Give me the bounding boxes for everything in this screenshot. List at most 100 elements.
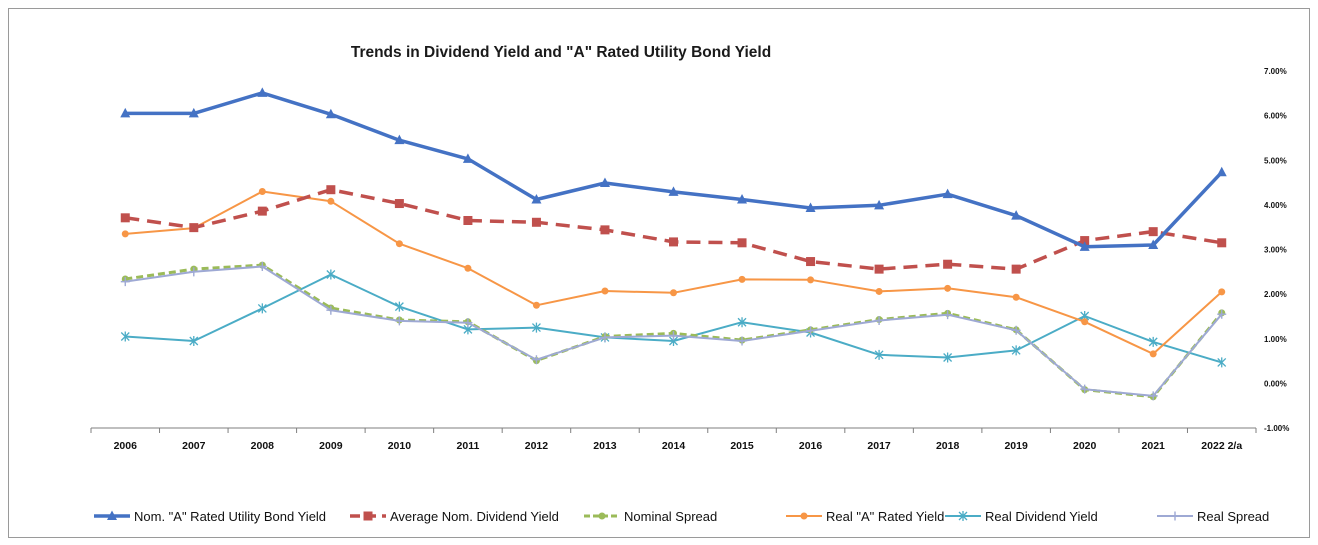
data-point [1148, 391, 1158, 401]
data-point [944, 284, 952, 292]
data-point [943, 310, 953, 320]
legend-swatch-marker [800, 512, 808, 520]
data-point [600, 332, 610, 342]
data-point [875, 287, 883, 295]
data-point [462, 153, 473, 163]
legend-swatch-marker [363, 511, 373, 521]
data-point [531, 322, 541, 333]
x-tick-label: 2022 2/a [1201, 440, 1242, 452]
data-point [874, 264, 884, 274]
series-line [125, 187, 1222, 271]
chart-frame: Trends in Dividend Yield and "A" Rated U… [8, 8, 1310, 538]
x-tick-label: 2021 [1142, 440, 1166, 452]
data-point [1011, 345, 1021, 356]
data-point [121, 230, 129, 238]
legend-label: Average Nom. Dividend Yield [390, 509, 559, 524]
data-point [1080, 384, 1090, 394]
y-tick-label: 3.00% [1264, 246, 1287, 255]
data-point [1081, 318, 1089, 326]
data-point [669, 237, 678, 247]
data-point [326, 269, 336, 280]
data-point [1148, 227, 1158, 237]
data-point [1218, 288, 1226, 296]
legend-swatch-marker [598, 512, 606, 520]
data-point [394, 134, 405, 145]
x-tick-label: 2018 [936, 440, 960, 452]
data-point [874, 199, 885, 210]
y-tick-label: 6.00% [1264, 112, 1287, 121]
data-point [943, 259, 953, 269]
data-point [942, 188, 953, 199]
data-point [599, 177, 610, 188]
data-point [394, 316, 404, 326]
data-point [1217, 357, 1227, 368]
data-point [874, 315, 884, 325]
legend-item: Real Dividend Yield [945, 509, 1098, 524]
data-point [1149, 350, 1157, 358]
data-point [1217, 309, 1227, 319]
data-point [805, 202, 816, 212]
x-axis-labels: 2006 2007 2008 2009 2010 2011 2012 2013 2014 2015… [114, 440, 1243, 452]
data-point [463, 318, 473, 328]
data-point [1079, 241, 1090, 251]
data-point [120, 277, 130, 287]
legend-item: Nominal Spread [584, 509, 717, 524]
data-point [531, 355, 541, 365]
data-point [531, 217, 541, 227]
legend-swatch-marker [958, 511, 968, 521]
data-point [874, 349, 884, 360]
legend-item: Nom. "A" Rated Utility Bond Yield [94, 509, 326, 524]
data-point [326, 185, 336, 195]
x-axis-ticks [90, 428, 1257, 433]
data-point [806, 257, 816, 267]
x-tick-label: 2016 [799, 440, 823, 452]
data-point [1080, 236, 1090, 246]
legend-item: Real Spread [1157, 509, 1269, 524]
data-point [120, 331, 130, 342]
x-tick-label: 2019 [1004, 440, 1028, 452]
data-point [668, 186, 679, 196]
series-1 [120, 87, 1227, 251]
data-point [1216, 166, 1227, 177]
x-tick-label: 2013 [593, 440, 617, 452]
data-point [257, 261, 267, 271]
data-point [737, 317, 747, 328]
legend-label: Real Dividend Yield [985, 509, 1098, 524]
x-tick-label: 2009 [319, 440, 343, 452]
legend-item: Average Nom. Dividend Yield [350, 509, 559, 524]
data-point [257, 87, 268, 97]
data-point [394, 199, 404, 209]
x-tick-label: 2006 [114, 440, 138, 452]
y-tick-label: 0.00% [1264, 379, 1287, 388]
data-point [532, 301, 540, 309]
legend: Nom. "A" Rated Utility Bond Yield Average… [94, 509, 1269, 524]
legend-swatch-marker [1170, 511, 1180, 521]
data-point [738, 275, 746, 283]
series-line [125, 273, 1222, 364]
data-point [1217, 238, 1227, 248]
x-tick-label: 2014 [662, 440, 686, 452]
x-tick-label: 2012 [525, 440, 549, 452]
data-point [189, 267, 199, 277]
data-point [120, 213, 130, 223]
data-point [326, 305, 336, 315]
legend-label: Nominal Spread [624, 509, 717, 524]
data-point [531, 194, 542, 204]
data-point [257, 303, 267, 314]
data-point [670, 289, 677, 297]
y-tick-label: 1.00% [1264, 335, 1287, 344]
legend-swatch-marker [107, 510, 117, 520]
data-point [120, 107, 131, 118]
data-point [1011, 264, 1021, 274]
x-tick-label: 2020 [1073, 440, 1097, 452]
data-point [600, 225, 610, 235]
legend-label: Nom. "A" Rated Utility Bond Yield [134, 509, 326, 524]
y-tick-label: 7.00% [1264, 67, 1287, 76]
y-axis-labels: -1.00% 0.00% 1.00% 2.00% 3.00% 4.00% 5.00% 6.00… [1264, 67, 1289, 433]
series-5 [120, 269, 1227, 368]
y-tick-label: -1.00% [1264, 424, 1289, 433]
x-tick-label: 2017 [867, 440, 891, 452]
data-point [258, 187, 266, 195]
x-tick-label: 2011 [457, 440, 480, 452]
data-point [1148, 336, 1158, 347]
